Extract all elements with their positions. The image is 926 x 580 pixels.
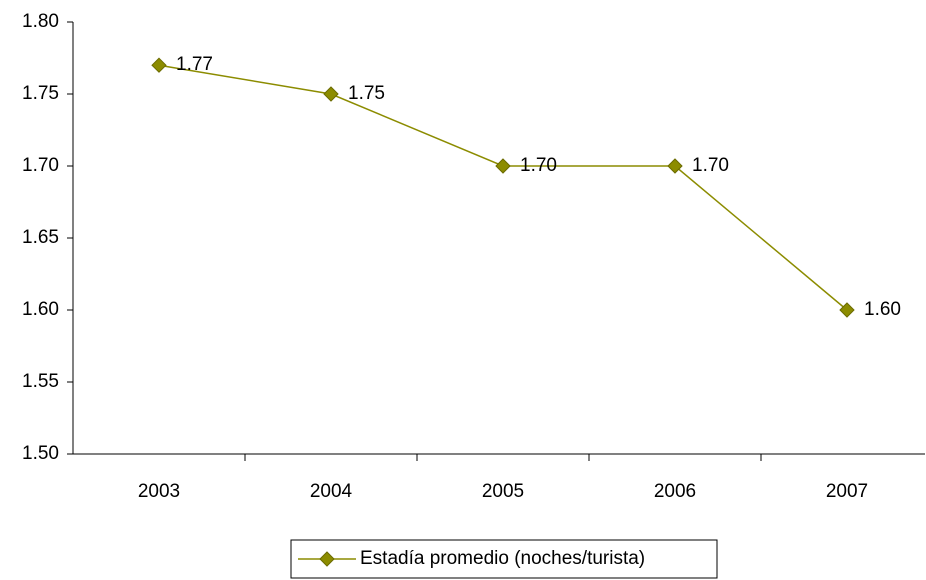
point-marker xyxy=(495,158,511,174)
data-label: 1.70 xyxy=(692,155,729,176)
data-label: 1.70 xyxy=(520,155,557,176)
y-tick-label: 1.55 xyxy=(22,371,59,392)
y-tick-label: 1.80 xyxy=(22,11,59,32)
x-tick-label: 2003 xyxy=(138,481,180,502)
legend-marker xyxy=(319,551,335,567)
y-tick-label: 1.50 xyxy=(22,443,59,464)
legend-label: Estadía promedio (noches/turista) xyxy=(360,548,645,569)
point-marker xyxy=(323,86,339,102)
series-line xyxy=(158,64,848,311)
point-marker xyxy=(667,158,683,174)
x-tick-label: 2007 xyxy=(826,481,868,502)
y-tick-label: 1.60 xyxy=(22,299,59,320)
point-marker xyxy=(839,302,855,318)
point-marker xyxy=(151,57,167,73)
data-label: 1.75 xyxy=(348,83,385,104)
x-tick-label: 2006 xyxy=(654,481,696,502)
legend-box xyxy=(290,539,718,579)
y-tick-label: 1.65 xyxy=(22,227,59,248)
y-tick-label: 1.75 xyxy=(22,83,59,104)
x-tick-label: 2004 xyxy=(310,481,353,502)
data-label: 1.77 xyxy=(176,54,213,75)
y-tick-label: 1.70 xyxy=(22,155,59,176)
x-tick-label: 2005 xyxy=(482,481,524,502)
data-label: 1.60 xyxy=(864,299,901,320)
